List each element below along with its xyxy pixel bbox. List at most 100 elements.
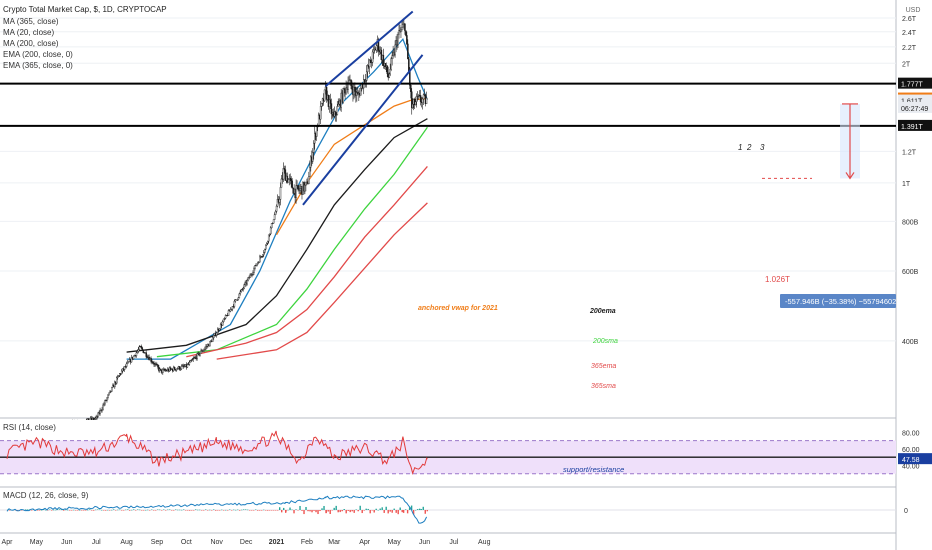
candle-body bbox=[45, 434, 46, 435]
macd-histogram-bar bbox=[337, 510, 339, 513]
candle-body bbox=[199, 352, 201, 356]
macd-histogram-bar bbox=[83, 510, 85, 511]
candle-body bbox=[329, 99, 332, 104]
macd-histogram-bar bbox=[277, 510, 279, 511]
candle-body bbox=[121, 368, 124, 372]
candle-body bbox=[251, 274, 253, 276]
candle-body bbox=[118, 373, 121, 376]
macd-histogram-bar bbox=[424, 510, 426, 514]
macd-histogram-bar bbox=[113, 509, 115, 510]
macd-line bbox=[6, 495, 428, 524]
macd-histogram-bar bbox=[73, 509, 75, 511]
macd-pane[interactable]: MACD (12, 26, close, 9) bbox=[0, 491, 896, 524]
macd-histogram-bar bbox=[161, 510, 163, 511]
macd-histogram-bar bbox=[265, 510, 267, 511]
macd-histogram-bar bbox=[49, 509, 51, 511]
candle-body bbox=[414, 101, 417, 106]
macd-histogram-bar bbox=[25, 509, 27, 510]
macd-histogram-bar bbox=[67, 509, 69, 511]
macd-histogram-bar bbox=[257, 510, 259, 511]
macd-histogram-bar bbox=[395, 510, 397, 513]
candle-body bbox=[261, 256, 263, 258]
macd-histogram-bar bbox=[343, 509, 345, 510]
macd-histogram-bar bbox=[159, 509, 161, 511]
candle-body bbox=[343, 88, 345, 90]
candle-body bbox=[67, 424, 68, 425]
macd-histogram-bar bbox=[175, 509, 177, 510]
candle-body bbox=[382, 55, 385, 66]
macd-histogram-bar bbox=[81, 510, 83, 511]
macd-histogram-bar bbox=[121, 510, 123, 511]
candle-body bbox=[63, 426, 64, 428]
candle-body bbox=[85, 422, 86, 423]
gridlines bbox=[0, 17, 896, 342]
macd-histogram-bar bbox=[165, 510, 167, 511]
candle-body bbox=[164, 369, 166, 371]
macd-histogram-bar bbox=[47, 510, 49, 511]
annotation-label: 2 bbox=[746, 143, 752, 152]
macd-histogram-bar bbox=[209, 509, 211, 511]
macd-histogram-bar bbox=[87, 509, 89, 511]
rsi-level-badge-label: 47.58 bbox=[902, 457, 920, 464]
macd-histogram-bar bbox=[201, 510, 203, 511]
candle-body bbox=[229, 309, 232, 312]
candle-body bbox=[108, 392, 110, 396]
rsi-pane[interactable]: RSI (14, close) support/resistance bbox=[0, 423, 896, 475]
candle-body bbox=[97, 412, 99, 418]
legend-entry: EMA (365, close, 0) bbox=[3, 61, 73, 70]
price-badge bbox=[898, 94, 932, 106]
legend: Crypto Total Market Cap, $, 1D, CRYPTOCA… bbox=[3, 5, 167, 70]
candle-body bbox=[308, 176, 310, 184]
candle-body bbox=[137, 349, 140, 352]
candle-body bbox=[157, 364, 159, 368]
candle-body bbox=[71, 426, 72, 427]
macd-histogram-bar bbox=[115, 510, 117, 511]
macd-histogram-bar bbox=[397, 510, 399, 515]
macd-histogram-bar bbox=[229, 509, 231, 510]
macd-histogram-bar bbox=[261, 510, 263, 511]
x-tick-label: Jun bbox=[419, 539, 430, 546]
candle-body bbox=[169, 367, 172, 370]
macd-histogram-bar bbox=[89, 509, 91, 510]
macd-histogram-bar bbox=[351, 510, 353, 512]
measure-label-box bbox=[780, 294, 896, 308]
macd-histogram-bar bbox=[79, 509, 81, 511]
candle-body bbox=[183, 366, 186, 368]
candle-body bbox=[391, 55, 393, 59]
macd-histogram-bar bbox=[399, 507, 401, 510]
macd-histogram-bar bbox=[51, 510, 53, 511]
drawings bbox=[0, 10, 896, 206]
macd-histogram-bar bbox=[123, 510, 125, 511]
macd-histogram-bar bbox=[315, 510, 317, 513]
main-price-pane[interactable] bbox=[0, 10, 896, 472]
macd-histogram-bar bbox=[299, 505, 301, 510]
macd-histogram-bar bbox=[289, 507, 291, 510]
candle-body bbox=[365, 71, 368, 81]
candle-body bbox=[337, 104, 340, 107]
candle-body bbox=[206, 345, 208, 347]
macd-histogram-bar bbox=[203, 510, 205, 511]
macd-histogram-bar bbox=[420, 508, 422, 510]
candle-body bbox=[168, 367, 171, 372]
candle-body bbox=[182, 365, 185, 367]
candle-body bbox=[116, 377, 118, 384]
x-tick-label: Apr bbox=[359, 539, 371, 546]
candlesticks bbox=[45, 17, 428, 435]
macd-histogram-bar bbox=[221, 509, 223, 511]
macd-histogram-bar bbox=[377, 509, 379, 511]
macd-histogram-bar bbox=[271, 510, 273, 511]
annotation-label: 365sma bbox=[591, 383, 616, 390]
candle-body bbox=[84, 423, 85, 424]
annotation-label: anchored vwap for 2021 bbox=[418, 305, 498, 312]
candle-body bbox=[416, 95, 419, 97]
macd-histogram-bar bbox=[387, 510, 389, 514]
macd-histogram-bar bbox=[263, 509, 265, 511]
candle-body bbox=[216, 332, 218, 336]
candle-body bbox=[117, 376, 119, 378]
candle-body bbox=[411, 91, 413, 108]
candle-body bbox=[360, 87, 362, 96]
candle-body bbox=[247, 277, 249, 281]
candle-body bbox=[233, 300, 236, 307]
macd-histogram-bar bbox=[125, 509, 127, 511]
